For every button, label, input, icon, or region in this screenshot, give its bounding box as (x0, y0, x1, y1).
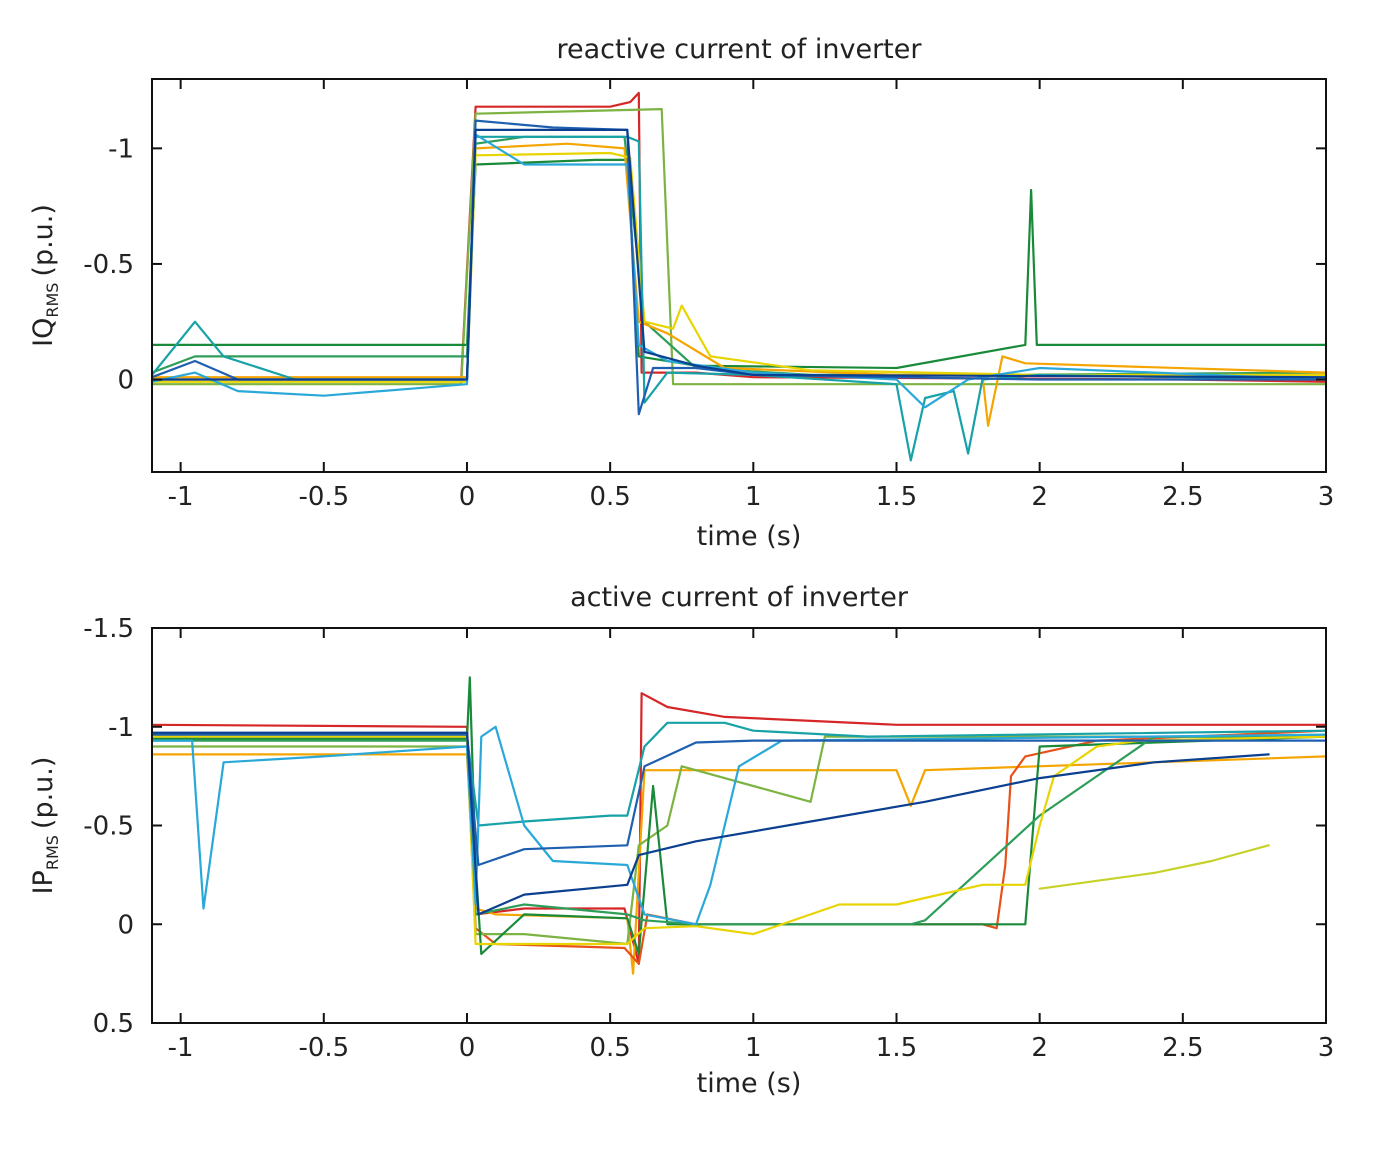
x-tick-label: -0.5 (298, 1033, 349, 1063)
x-axis-label: time (s) (697, 1068, 802, 1099)
series-group (152, 91, 1326, 462)
series-line-1 (152, 91, 1326, 383)
series-line-9 (1038, 844, 1270, 890)
x-tick-label: 1.5 (876, 482, 917, 512)
y-axis-label: IQRMS (p.u.) (28, 204, 62, 347)
y-label-unit: (p.u.) (28, 204, 59, 276)
series-line-10 (152, 128, 1326, 381)
y-label-main: IQ (28, 318, 59, 347)
x-tick-label: 3 (1318, 482, 1335, 512)
x-tick-label: -1 (168, 1033, 194, 1063)
x-tick-label: 1.5 (876, 1033, 917, 1063)
series-line-2 (152, 108, 1326, 386)
y-label-subscript: RMS (43, 835, 62, 870)
plot-frame (151, 78, 1327, 473)
series-group (152, 676, 1326, 975)
reactive-current-panel: reactive current of inverter -1 -0.5 0 0.5 1 1… (28, 34, 1334, 552)
chart-title: active current of inverter (570, 582, 909, 613)
series-line-7 (152, 721, 1326, 827)
series-line-3 (152, 158, 1326, 370)
x-tick-label: 2 (1031, 482, 1048, 512)
x-tick-label: 0 (459, 482, 476, 512)
plot-frame (151, 627, 1327, 1024)
y-tick-label: -1 (108, 713, 134, 743)
x-tick-label: -1 (168, 482, 194, 512)
chart-title: reactive current of inverter (557, 34, 923, 65)
x-tick-label: 0.5 (589, 482, 630, 512)
x-tick-label: 2 (1031, 1033, 1048, 1063)
x-tick-label: 1 (745, 1033, 762, 1063)
x-tick-label: 0 (459, 1033, 476, 1063)
y-tick-label: -0.5 (83, 812, 134, 842)
y-tick-label: -0.5 (83, 250, 134, 280)
x-axis-label: time (s) (697, 521, 802, 552)
y-label-subscript: RMS (43, 283, 62, 318)
x-tick-label: 0.5 (589, 1033, 630, 1063)
y-tick-label: -1.5 (83, 614, 134, 644)
series-line-7 (152, 135, 1326, 462)
x-tick-label: -0.5 (298, 482, 349, 512)
y-label-main: IP (28, 870, 59, 894)
y-tick-label: 0 (117, 366, 134, 396)
series-line-8 (152, 133, 1326, 409)
x-tick-label: 1 (745, 482, 762, 512)
x-tick-label: 2.5 (1162, 1033, 1203, 1063)
x-tick-label: 2.5 (1162, 482, 1203, 512)
series-line-6 (152, 151, 1326, 383)
y-axis-label: IPRMS (p.u.) (28, 757, 62, 895)
series-line-12 (152, 731, 1270, 916)
series-line-6 (152, 735, 1326, 926)
series-line-2 (152, 753, 1326, 975)
y-tick-label: 0 (117, 910, 134, 940)
y-tick-label: 0.5 (93, 1009, 134, 1039)
active-current-panel: active current of inverter -1 -0.5 0 0.5 1 1.5… (28, 582, 1334, 1099)
series-line-5 (152, 142, 1326, 427)
y-label-unit: (p.u.) (28, 757, 59, 829)
series-line-5 (152, 676, 1326, 955)
series-line-4 (152, 135, 1326, 376)
series-line-10 (152, 725, 1326, 926)
x-tick-label: 3 (1318, 1033, 1335, 1063)
series-line-8 (152, 735, 1326, 946)
y-tick-label: -1 (108, 134, 134, 164)
